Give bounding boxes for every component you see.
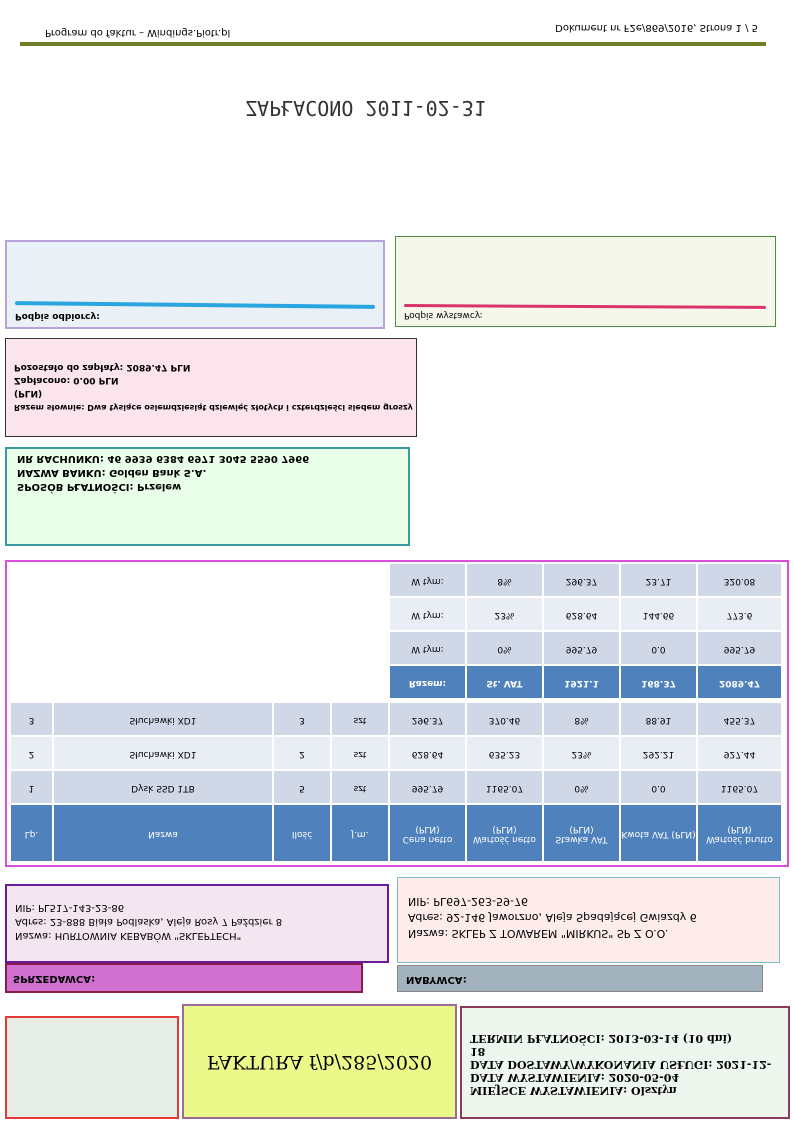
footer-document: Dokument nr F2e/869/2016, Strona 1 / 5: [555, 22, 758, 33]
seller-box: Nazwa: HURTOWNIA KEBABÓW "SKLEPTECH" Adr…: [5, 884, 389, 963]
row-cell: 3: [10, 702, 53, 736]
header-cell: Nazwa: [53, 804, 273, 862]
buyer-box: Nazwa: SKLEP Z TOWAREM "MIRKUS" SP Z O.O…: [397, 877, 780, 963]
row-cell: 1165.07: [466, 770, 543, 804]
total-cell: 773.6: [697, 597, 782, 631]
total-cell: W tym:: [389, 563, 466, 597]
signature-line: [14, 301, 376, 309]
header-cell: Wartość netto (PLN): [466, 804, 543, 862]
buyer-title: NABYWCA:: [406, 974, 467, 985]
seller-header: SPRZEDAWCA:: [5, 963, 363, 993]
row-cell: 2: [273, 736, 331, 770]
row-cell: 1: [10, 770, 53, 804]
buyer-name: Nazwa: SKLEP Z TOWAREM "MIRKUS" SP Z O.O…: [408, 927, 669, 940]
dates-box: MIEJSCE WYSTAWIENIA: Olsztyn DATA WYSTAW…: [460, 1006, 790, 1119]
row-cell: 927.44: [697, 736, 782, 770]
logo-box: [5, 1016, 179, 1119]
header-cell: Kwota VAT (PLN): [620, 804, 697, 862]
total-cell: 0%: [466, 631, 543, 665]
delivery-date: DATA DOSTAWY/WYKONANIA USŁUGI: 2021-12-1…: [470, 1045, 772, 1071]
issue-place: MIEJSCE WYSTAWIENIA: Olsztyn: [470, 1084, 677, 1097]
total-cell: 2089.47: [697, 665, 782, 699]
row-cell: 455.37: [697, 702, 782, 736]
row-cell: 3: [273, 702, 331, 736]
row-cell: 635.23: [466, 736, 543, 770]
row-cell: szt: [331, 770, 389, 804]
paid: Zapłacono: 0.00 PLN: [14, 375, 119, 385]
summary-box: Razem słownie: Dwa tysiące osiemdziesiąt…: [5, 338, 417, 437]
row-cell: Słuchawki XD1: [53, 702, 273, 736]
row-cell: 292.21: [620, 736, 697, 770]
buyer-address: Adres: 92-146 Jaworzno, Aleja Spadającej…: [408, 911, 697, 924]
row-cell: 2: [10, 736, 53, 770]
row-cell: Słuchawki XD1: [53, 736, 273, 770]
row-cell: 5: [273, 770, 331, 804]
invoice-box: FAKTURA f/b/285/2020: [182, 1004, 457, 1119]
total-cell: W tym:: [389, 631, 466, 665]
total-cell: 995.79: [543, 631, 620, 665]
total-cell: 320.08: [697, 563, 782, 597]
bank-name: NAZWA BANKU: Golden Bank S.A.: [17, 467, 207, 478]
total-cell: 296.37: [543, 563, 620, 597]
invoice-number: FAKTURA f/b/285/2020: [206, 1051, 433, 1073]
row-cell: 1165.07: [697, 770, 782, 804]
total-cell: Razem:: [389, 665, 466, 699]
paid-stamp: ZAPŁACONO 2011-02-31: [245, 96, 486, 120]
header-cell: Cena netto (PLN): [389, 804, 466, 862]
seller-title: SPRZEDAWCA:: [13, 973, 96, 984]
account-number: NR RACHUNKU: 46 9939 6384 6971 3045 5590…: [17, 453, 310, 464]
header-cell: Stawka VAT (PLN): [543, 804, 620, 862]
remaining: Pozostało do zapłaty: 2089.47 PLN: [14, 362, 191, 372]
header-cell: J.m.: [331, 804, 389, 862]
row-cell: 8%: [543, 702, 620, 736]
seller-address: Adres: 23-888 Biała Podlaska, Aleja Rosy…: [15, 916, 283, 927]
seller-name: Nazwa: HURTOWNIA KEBABÓW "SKLEPTECH": [15, 930, 242, 941]
total-cell: 168.37: [620, 665, 697, 699]
row-cell: 88.91: [620, 702, 697, 736]
payment-method: SPOSÓB PŁATNOŚCI: Przelew: [17, 481, 182, 492]
row-cell: szt: [331, 736, 389, 770]
buyer-header: NABYWCA:: [397, 965, 763, 992]
total-cell: 1921.1: [543, 665, 620, 699]
total-cell: 23.71: [620, 563, 697, 597]
seller-nip: NIP: PL517-143-23-86: [15, 902, 125, 913]
row-cell: 628.64: [389, 736, 466, 770]
total-cell: St. VAT: [466, 665, 543, 699]
signature-line: [403, 304, 767, 309]
items-table: Lp. Nazwa Ilość J.m. Cena netto (PLN) Wartość…: [5, 560, 789, 867]
dates: MIEJSCE WYSTAWIENIA: Olsztyn DATA WYSTAW…: [470, 1032, 780, 1097]
buyer-nip: NIP: PL697-263-59-76: [408, 895, 528, 908]
total-cell: 144.66: [620, 597, 697, 631]
footer-program: Program do faktur – Windings.Piotr.pl: [45, 27, 231, 38]
row-cell: 995.79: [389, 770, 466, 804]
label: Podpis odbiorcy:: [15, 311, 100, 321]
footer-line: [20, 42, 766, 46]
currency: (PLN): [14, 388, 43, 398]
total-cell: 628.64: [543, 597, 620, 631]
row-cell: Dysk SSD 1TB: [53, 770, 273, 804]
amount-words: Razem słownie: Dwa tysiące osiemdziesiąt…: [14, 403, 413, 412]
row-cell: 370.46: [466, 702, 543, 736]
row-cell: 0.0: [620, 770, 697, 804]
row-cell: szt: [331, 702, 389, 736]
label: Podpis wystawcy:: [404, 310, 483, 320]
header-cell: Ilość: [273, 804, 331, 862]
row-cell: 23%: [543, 736, 620, 770]
total-cell: 995.79: [697, 631, 782, 665]
receiver-signature: Podpis odbiorcy:: [5, 240, 385, 329]
issue-date: DATA WYSTAWIENIA: 2020-05-04: [470, 1071, 680, 1084]
header-cell: Lp.: [10, 804, 53, 862]
total-cell: 8%: [466, 563, 543, 597]
issuer-signature: Podpis wystawcy:: [395, 236, 776, 327]
total-cell: W tym:: [389, 597, 466, 631]
payment-box: SPOSÓB PŁATNOŚCI: Przelew NAZWA BANKU: G…: [5, 447, 410, 546]
total-cell: 0.0: [620, 631, 697, 665]
row-cell: 0%: [543, 770, 620, 804]
due-date: TERMIN PŁATNOŚCI: 2013-03-14 (10 dni): [470, 1032, 733, 1045]
total-cell: 23%: [466, 597, 543, 631]
header-cell: Wartość brutto (PLN): [697, 804, 782, 862]
row-cell: 296.37: [389, 702, 466, 736]
